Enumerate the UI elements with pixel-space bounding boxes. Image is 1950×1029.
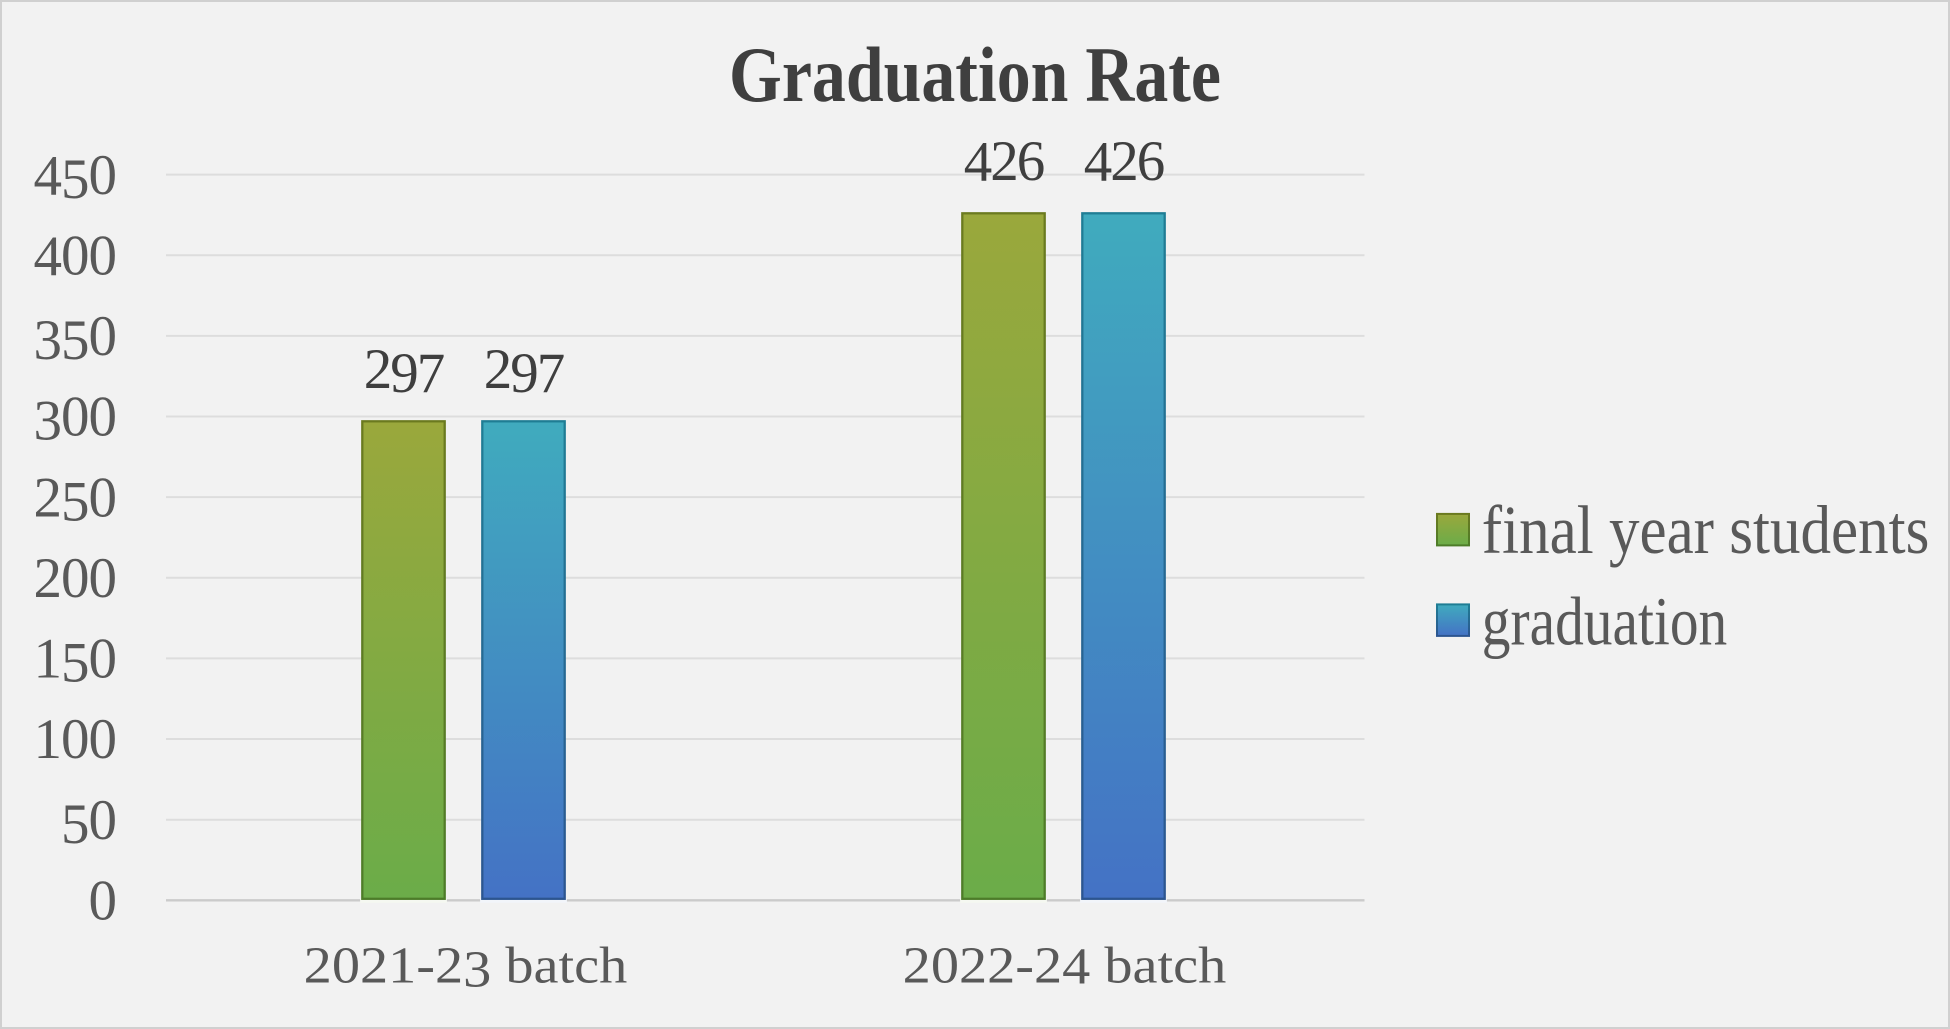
svg-text:50: 50: [61, 789, 116, 856]
svg-text:350: 350: [34, 305, 117, 372]
svg-text:graduation: graduation: [1482, 583, 1727, 660]
svg-text:2021-23 batch: 2021-23 batch: [304, 936, 628, 998]
svg-text:2022-24 batch: 2022-24 batch: [903, 936, 1227, 995]
svg-text:Graduation Rate: Graduation Rate: [729, 32, 1221, 118]
svg-text:426: 426: [1084, 130, 1164, 194]
svg-text:100: 100: [34, 708, 117, 771]
svg-text:250: 250: [34, 466, 117, 533]
svg-text:426: 426: [964, 130, 1044, 194]
svg-text:final year students: final year students: [1482, 493, 1930, 569]
svg-text:450: 450: [34, 144, 117, 211]
svg-text:300: 300: [34, 386, 117, 453]
svg-text:200: 200: [34, 547, 117, 610]
svg-text:297: 297: [364, 338, 444, 405]
svg-text:150: 150: [34, 628, 117, 695]
svg-text:0: 0: [89, 870, 117, 933]
svg-text:400: 400: [34, 224, 117, 288]
svg-text:297: 297: [484, 338, 564, 405]
